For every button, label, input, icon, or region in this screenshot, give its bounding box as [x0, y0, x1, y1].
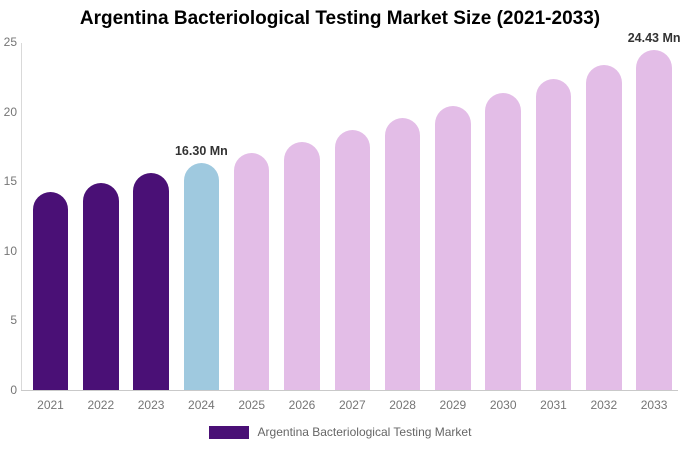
bar-2021: [32, 191, 69, 390]
y-tick-25: 25: [3, 35, 17, 49]
x-tick-2030: 2030: [489, 398, 517, 412]
y-axis-line: [21, 43, 22, 390]
x-tick-2031: 2031: [540, 398, 567, 412]
x-tick-2025: 2025: [238, 398, 266, 412]
legend-label: Argentina Bacteriological Testing Market: [257, 425, 472, 439]
legend-swatch: [208, 425, 249, 439]
x-tick-2024: 2024: [188, 398, 215, 412]
x-tick-2032: 2032: [590, 398, 618, 412]
bar-2027: [334, 130, 371, 390]
bar-2030: [485, 92, 521, 390]
bar-2024: [183, 163, 220, 390]
x-tick-2023: 2023: [137, 398, 165, 412]
bar-2028: [384, 118, 421, 390]
x-axis-baseline: [21, 390, 678, 391]
bar-2022: [83, 182, 119, 390]
bar-2033: [636, 49, 672, 390]
x-tick-2028: 2028: [389, 398, 416, 412]
chart-title: Argentina Bacteriological Testing Market…: [79, 8, 601, 29]
x-tick-2033: 2033: [640, 398, 668, 412]
bar-value-label-2033: 24.43 Mn: [627, 30, 680, 45]
y-tick-15: 15: [3, 174, 17, 189]
bar-2031: [535, 79, 572, 390]
legend: Argentina Bacteriological Testing Market: [0, 425, 680, 439]
y-tick-10: 10: [3, 243, 17, 258]
bar-2025: [233, 152, 270, 390]
bar-value-label-2024: 16.30 Mn: [174, 144, 228, 159]
x-tick-2029: 2029: [439, 398, 467, 412]
y-tick-0: 0: [10, 383, 17, 397]
x-tick-2026: 2026: [288, 398, 316, 412]
x-tick-2027: 2027: [338, 398, 366, 412]
y-tick-5: 5: [10, 313, 17, 328]
bar-2032: [586, 64, 622, 390]
x-tick-2022: 2022: [87, 398, 115, 412]
bar-2023: [133, 173, 169, 390]
y-tick-20: 20: [3, 104, 17, 119]
bar-2029: [435, 105, 471, 390]
bar-2026: [284, 141, 320, 390]
x-tick-2021: 2021: [37, 398, 64, 412]
